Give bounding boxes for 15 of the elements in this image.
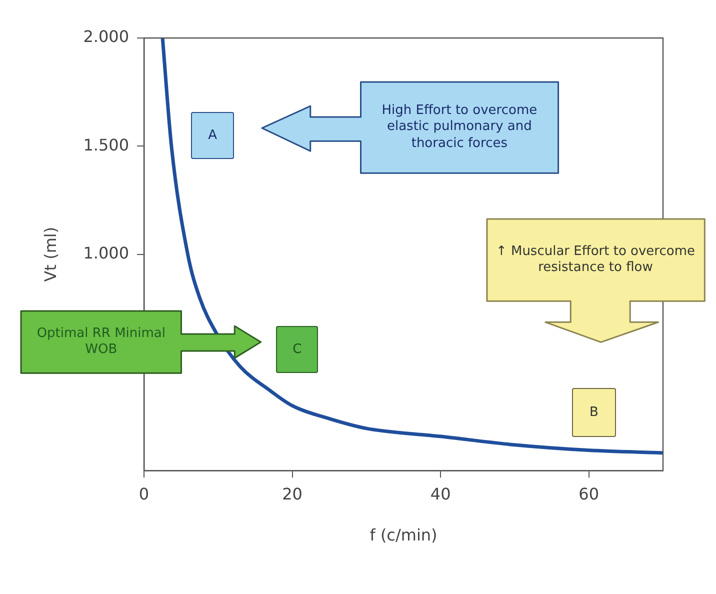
annotation: Optimal RR Minimal WOB — [36, 326, 166, 359]
annotation: ↑ Muscular Effort to overcome resistance to flow — [494, 244, 696, 277]
y-tick-label: 1.000 — [83, 243, 130, 262]
y-axis-title: Vt (ml) — [40, 226, 60, 282]
y-tick-label: 1.500 — [83, 135, 130, 154]
x-tick-label: 60 — [578, 484, 600, 504]
annotation: High Effort to overcome elastic pulmonary and thoracic forces — [380, 103, 538, 152]
x-tick-label: 40 — [430, 484, 451, 504]
label-box: B — [572, 388, 616, 437]
label-box: C — [276, 326, 318, 374]
label-box: A — [191, 112, 234, 160]
y-tick-label: 2.000 — [83, 27, 130, 46]
x-tick-label: 0 — [138, 484, 150, 504]
x-axis-title: f (c/min) — [370, 526, 438, 545]
x-tick-label: 20 — [282, 484, 302, 504]
